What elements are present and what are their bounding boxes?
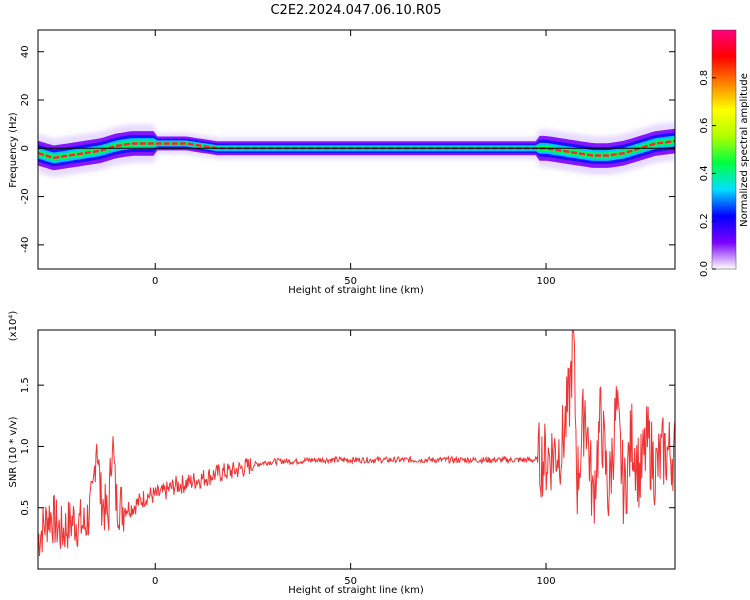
spectrogram-ytick-label: 20 — [20, 94, 31, 107]
colorbar: 0.0 0.2 0.4 0.6 0.8 Normalized spectral ampl… — [699, 29, 750, 277]
spectrogram-ytick-label: 0 — [20, 145, 31, 151]
spectrogram-xtick-label: 50 — [344, 276, 357, 287]
snr-frame — [37, 329, 676, 570]
spectrogram-ytick-label: -40 — [20, 237, 31, 253]
snr-ytick-label: 1.5 — [20, 377, 31, 393]
spectrogram-panel: 0 50 100 -40 -20 0 20 40 Height of straight li… — [8, 29, 676, 296]
snr-ylabel: SNR (10 * v/v) — [8, 416, 19, 487]
spectrogram-xlabel: Height of straight line (km) — [288, 285, 424, 296]
spectrogram-ytick-label: -20 — [20, 188, 31, 204]
spectrogram-ylabel: Frequency (Hz) — [8, 112, 19, 188]
snr-xtick-label: 100 — [536, 576, 555, 587]
spectrogram-frame — [37, 29, 676, 270]
spectrogram-xtick-label: 0 — [152, 276, 158, 287]
snr-line — [38, 330, 675, 557]
snr-panel: 0 50 100 0.5 1.0 1.5 Height of straight line… — [8, 311, 676, 596]
snr-ytick-label: 0.5 — [20, 500, 31, 516]
spectrogram-xtick-label: 100 — [536, 276, 555, 287]
snr-xtick-label: 0 — [152, 576, 158, 587]
colorbar-tick-label: 0.8 — [699, 70, 710, 86]
colorbar-tick-label: 0.2 — [699, 213, 710, 229]
colorbar-tick-label: 0.4 — [699, 165, 710, 181]
figure-title: C2E2.2024.047.06.10.R05 — [270, 3, 441, 18]
colorbar-tick-label: 0.6 — [699, 118, 710, 134]
colorbar-frame — [711, 29, 737, 270]
colorbar-tick-label: 0.0 — [699, 261, 710, 277]
colorbar-ramp — [712, 30, 736, 269]
colorbar-label: Normalized spectral amplitude — [739, 73, 750, 227]
snr-xlabel: Height of straight line (km) — [288, 585, 424, 596]
snr-xtick-label: 50 — [344, 576, 357, 587]
snr-ytick-label: 1.0 — [20, 438, 31, 454]
spectrogram-ytick-label: 40 — [20, 45, 31, 58]
snr-plot-area — [38, 330, 675, 569]
snr-scale-label: (x10⁴) — [8, 311, 19, 342]
